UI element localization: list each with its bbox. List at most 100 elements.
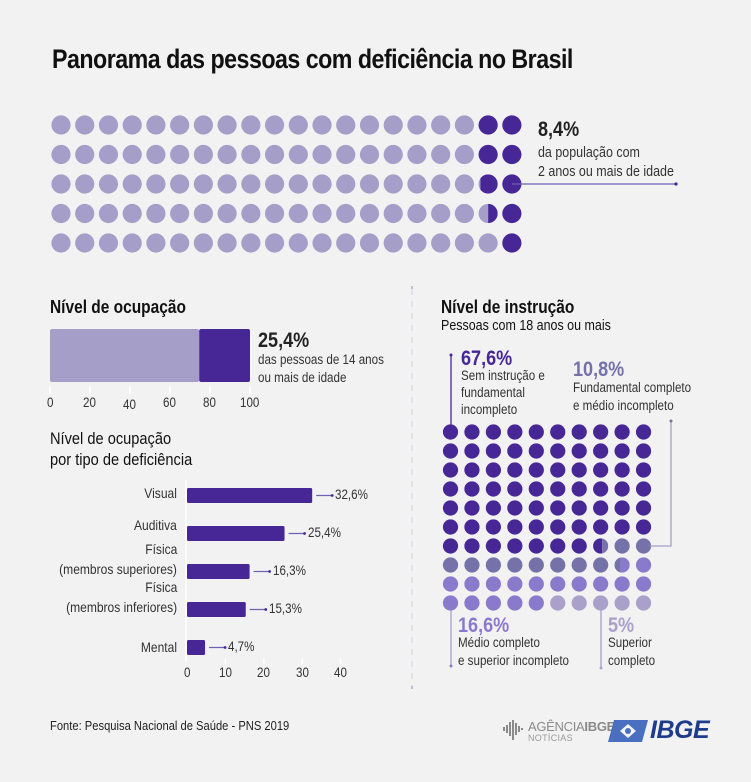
- waffle-dot: [454, 174, 475, 194]
- type-bar: [187, 602, 246, 617]
- waffle-dot: [407, 233, 427, 253]
- waffle-dot: [407, 203, 427, 224]
- waffle-dot: [431, 233, 451, 253]
- instruction-dot: [528, 481, 544, 497]
- occupation-tick-label: 60: [163, 395, 177, 410]
- type-category-label: (membros inferiores): [65, 598, 177, 615]
- instruction-dot: [507, 519, 523, 535]
- waffle-dot: [264, 233, 285, 253]
- waffle-dot: [431, 174, 451, 194]
- waffle-dot-highlight: [502, 233, 522, 253]
- waffle-dot: [359, 115, 380, 135]
- waffle-dot: [336, 203, 356, 224]
- waffle-dot: [241, 144, 261, 165]
- waffle-dot: [75, 174, 95, 194]
- agencia-ibge-logo-icon: [503, 719, 525, 741]
- waffle-dot: [288, 144, 308, 165]
- instruction-dot: [464, 500, 480, 516]
- waffle-dot: [122, 174, 142, 194]
- instruction-dot: [485, 481, 501, 497]
- occupation-type-heading-line1: Nível de ocupação: [50, 429, 172, 448]
- type-bar-connector-dot: [330, 494, 334, 497]
- instruction-dot: [528, 576, 544, 592]
- instruction-group-2-line2: e médio incompleto: [573, 398, 674, 413]
- waffle-dot: [75, 203, 95, 224]
- waffle-dot: [75, 144, 95, 165]
- section-divider-cap: [411, 286, 413, 289]
- instruction-dot: [593, 519, 609, 535]
- instruction-dot: [614, 424, 630, 440]
- waffle-dot: [407, 144, 427, 165]
- type-bar: [187, 564, 250, 579]
- waffle-dot: [75, 233, 95, 253]
- instruction-dot: [442, 557, 459, 573]
- waffle-dot: [288, 115, 308, 135]
- waffle-dot: [478, 233, 498, 253]
- source-note: Fonte: Pesquisa Nacional de Saúde - PNS …: [50, 718, 290, 733]
- waffle-dot: [98, 174, 119, 194]
- waffle-dot: [193, 144, 213, 165]
- instruction-dot: [464, 519, 480, 535]
- instruction-dot: [593, 595, 609, 611]
- waffle-dot: [170, 174, 190, 194]
- waffle-dot: [98, 144, 119, 165]
- waffle-dot: [454, 115, 475, 135]
- occupation-tick-label: 80: [203, 395, 217, 410]
- instruction-group-3-value: 16,6%: [458, 614, 510, 637]
- waffle-dot: [312, 115, 332, 135]
- waffle-dot: [264, 115, 285, 135]
- waffle-dot: [359, 144, 380, 165]
- waffle-dot: [454, 144, 475, 165]
- instruction-dot: [528, 595, 544, 611]
- instruction-dot: [485, 538, 501, 554]
- waffle-dot: [51, 203, 71, 224]
- waffle-dot: [336, 144, 356, 165]
- waffle-dot: [241, 174, 261, 194]
- instruction-dot: [485, 443, 501, 459]
- waffle-dot: [454, 233, 475, 253]
- waffle-dot: [359, 174, 380, 194]
- instruction-dot: [442, 538, 459, 554]
- instruction-dot: [485, 462, 501, 478]
- instruction-dot: [507, 595, 523, 611]
- waffle-dot: [51, 174, 71, 194]
- type-tick-label: 0: [183, 665, 191, 680]
- instruction-dot: [571, 576, 587, 592]
- waffle-dot: [288, 203, 308, 224]
- type-category-label: (membros superiores): [59, 560, 177, 577]
- type-bar-value-label: 16,3%: [272, 562, 306, 578]
- type-bar-connector-dot: [223, 646, 227, 649]
- waffle-dot: [193, 233, 213, 253]
- instruction-dot: [528, 538, 544, 554]
- type-category-label: Física: [144, 578, 177, 595]
- waffle-dot: [51, 115, 71, 135]
- instruction-dot: [571, 557, 587, 573]
- ibge-logo-text: IBGE: [650, 716, 710, 744]
- instruction-dot: [550, 595, 566, 611]
- waffle-dot: [51, 233, 71, 253]
- waffle-dot: [217, 144, 237, 165]
- waffle-dot: [217, 174, 237, 194]
- instruction-dot: [464, 443, 480, 459]
- waffle-dot-highlight: [502, 203, 522, 224]
- waffle-dot: [51, 144, 71, 165]
- waffle-dot: [336, 174, 356, 194]
- instruction-dot: [550, 519, 566, 535]
- instruction-dot: [464, 424, 480, 440]
- waffle-dot: [122, 203, 142, 224]
- instruction-dot: [571, 481, 587, 497]
- instruction-group-3-connector-dot: [449, 664, 453, 668]
- instruction-dot: [485, 519, 501, 535]
- instruction-dot: [571, 595, 587, 611]
- waffle-dot: [383, 144, 403, 165]
- waffle-dot-highlight: [478, 144, 498, 165]
- type-category-label: Auditiva: [134, 516, 177, 533]
- waffle-dot: [431, 144, 451, 165]
- instruction-group-4-value: 5%: [608, 614, 635, 637]
- instruction-dot: [635, 481, 652, 497]
- waffle-dot: [98, 115, 119, 135]
- waffle-dot-highlight: [478, 115, 498, 135]
- waffle-dot: [146, 115, 166, 135]
- instruction-group-3-line1: Médio completo: [458, 635, 540, 650]
- instruction-dot: [614, 595, 630, 611]
